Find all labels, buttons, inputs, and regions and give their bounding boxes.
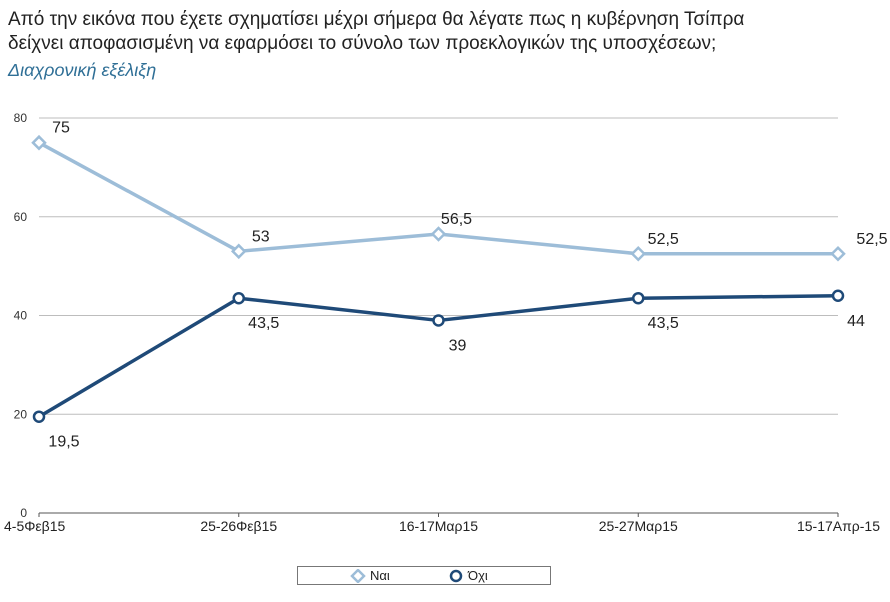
data-label-no: 19,5 bbox=[48, 434, 79, 451]
data-label-yes: 53 bbox=[252, 228, 270, 245]
data-label-yes: 56,5 bbox=[441, 211, 472, 228]
legend-label-yes: Ναι bbox=[370, 568, 390, 583]
data-label-yes: 75 bbox=[52, 120, 70, 137]
y-tick-label: 80 bbox=[14, 111, 28, 125]
data-label-no: 43,5 bbox=[648, 315, 679, 332]
line-chart: 0 20 40 60 80 4-5Φεβ15 25-26Φεβ15 16-17Μαρ15 25-… bbox=[4, 111, 888, 534]
data-point-no bbox=[831, 289, 845, 302]
x-tick-label: 25-27Μαρ15 bbox=[599, 518, 678, 534]
y-tick-label: 0 bbox=[20, 506, 27, 520]
x-tick-label: 4-5Φεβ15 bbox=[4, 518, 65, 534]
y-tick-label: 60 bbox=[14, 210, 28, 224]
data-point-no bbox=[432, 314, 445, 327]
data-point-no bbox=[232, 291, 245, 305]
data-point-yes bbox=[230, 243, 247, 260]
data-label-no: 39 bbox=[449, 337, 467, 354]
legend: Ναι Όχι bbox=[297, 566, 551, 585]
data-label-no: 43,5 bbox=[248, 315, 279, 332]
data-point-no bbox=[632, 291, 645, 305]
x-tick-label: 25-26Φεβ15 bbox=[200, 518, 277, 534]
legend-label-no: Όχι bbox=[468, 568, 488, 583]
data-point-yes bbox=[31, 134, 47, 151]
legend-item-yes: Ναι bbox=[350, 567, 390, 584]
data-point-yes bbox=[830, 246, 846, 262]
data-point-yes bbox=[430, 226, 447, 242]
title-line-2: δείχνει αποφασισμένη να εφαρμόσει το σύν… bbox=[8, 33, 717, 54]
legend-item-no: Όχι bbox=[448, 567, 488, 584]
data-label-no: 44 bbox=[847, 313, 865, 330]
y-tick-label: 40 bbox=[14, 309, 28, 323]
y-tick-label: 20 bbox=[14, 407, 28, 421]
data-label-yes: 52,5 bbox=[856, 231, 887, 248]
data-point-no bbox=[32, 410, 46, 423]
diamond-marker-icon bbox=[350, 568, 366, 583]
chart-title: Από την εικόνα που έχετε σχηματίσει μέχρ… bbox=[8, 8, 878, 56]
title-line-1: Από την εικόνα που έχετε σχηματίσει μέχρ… bbox=[8, 9, 745, 30]
x-tick-label: 15-17Απρ-15 bbox=[797, 518, 880, 534]
data-label-yes: 52,5 bbox=[648, 231, 679, 248]
circle-marker-icon bbox=[449, 569, 463, 582]
data-point-yes bbox=[630, 246, 647, 262]
series-line-no bbox=[38, 294, 839, 419]
chart-subtitle: Διαχρονική εξέλιξη bbox=[8, 60, 157, 80]
x-tick-label: 16-17Μαρ15 bbox=[399, 518, 478, 534]
